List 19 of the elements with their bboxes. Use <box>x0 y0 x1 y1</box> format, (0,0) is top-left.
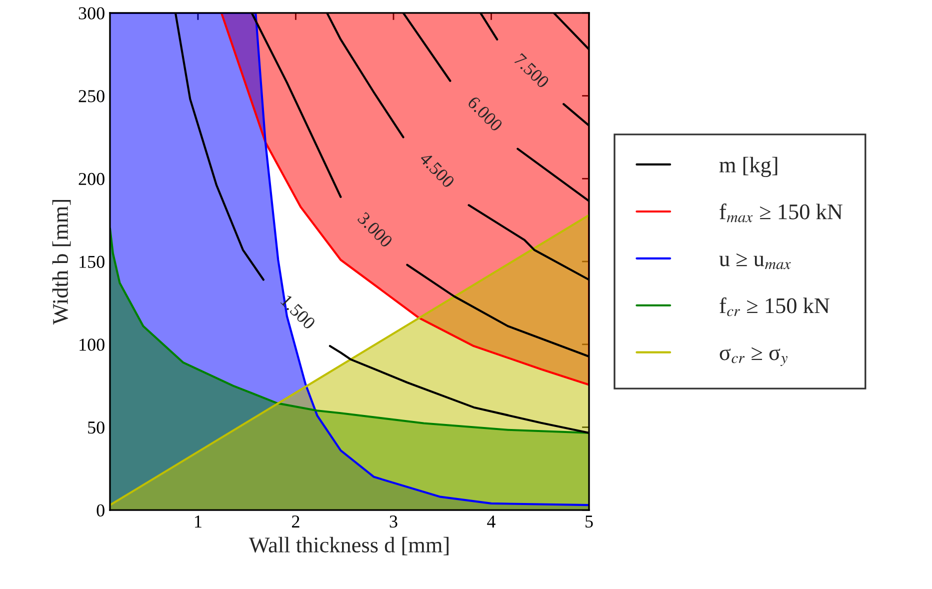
x-tick-label: 1 <box>195 516 202 528</box>
y-tick-label: 300 <box>78 7 104 20</box>
legend-label: f$_{max}$ ≥ 150 kN <box>720 203 842 222</box>
y-tick-label: 50 <box>88 421 104 434</box>
x-tick-label: 5 <box>586 516 593 528</box>
y-tick-label: 0 <box>96 504 104 517</box>
legend-label: u ≥ u$_{max}$ <box>719 253 791 270</box>
legend-label: σ$_{cr}$ ≥ σ$_{y}$ <box>720 347 788 366</box>
y-axis-title: Width b [mm] <box>52 200 71 325</box>
y-tick-label: 150 <box>80 256 104 268</box>
x-tick-label: 4 <box>487 516 496 528</box>
y-tick-label: 100 <box>80 338 104 351</box>
y-tick-label: 200 <box>78 172 104 186</box>
legend-label: f$_{cr}$ ≥ 150 kN <box>720 297 830 316</box>
x-tick-label: 3 <box>390 516 398 528</box>
y-tick-label: 250 <box>78 90 104 102</box>
legend-label: m [kg] <box>719 156 778 178</box>
x-tick-label: 2 <box>292 516 300 528</box>
x-axis-title: Wall thickness d [mm] <box>248 536 448 556</box>
